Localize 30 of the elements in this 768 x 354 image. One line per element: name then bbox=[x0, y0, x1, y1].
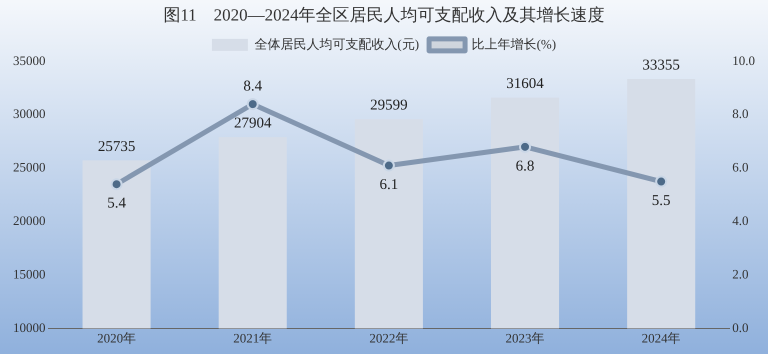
data-label: 6.8 bbox=[516, 158, 534, 174]
x-tick-label: 2022年 bbox=[369, 330, 408, 346]
y-tick-label: 35000 bbox=[13, 52, 46, 68]
y-tick-label: 25000 bbox=[13, 160, 46, 175]
y-tick-label: 20000 bbox=[13, 213, 46, 228]
legend-label: 全体居民人均可支配收入(元) bbox=[254, 36, 420, 52]
y2-tick-label: 6.0 bbox=[732, 160, 748, 175]
data-label: 5.4 bbox=[107, 196, 126, 212]
y-tick-label: 10000 bbox=[13, 320, 46, 335]
y2-tick-label: 2.0 bbox=[732, 266, 748, 282]
data-label: 8.4 bbox=[243, 78, 263, 95]
y2-tick-label: 8.0 bbox=[732, 106, 748, 122]
data-label: 27904 bbox=[234, 116, 272, 132]
x-tick-label: 2020年 bbox=[97, 330, 136, 346]
x-tick-label: 2024年 bbox=[642, 330, 681, 346]
data-label: 33355 bbox=[642, 57, 680, 74]
y2-tick-label: 0.0 bbox=[732, 320, 748, 335]
y2-tick-label: 4.0 bbox=[732, 213, 748, 228]
data-label: 5.5 bbox=[652, 192, 671, 209]
chart-title: 图11 2020—2024年全区居民人均可支配收入及其增长速度 bbox=[163, 6, 605, 25]
legend-label: 比上年增长(%) bbox=[472, 36, 556, 52]
data-label: 31604 bbox=[506, 76, 544, 92]
y2-tick-label: 10.0 bbox=[732, 52, 755, 68]
y-tick-label: 30000 bbox=[13, 106, 46, 122]
x-tick-label: 2021年 bbox=[233, 330, 272, 346]
data-label: 29599 bbox=[370, 98, 408, 114]
data-label: 6.1 bbox=[380, 176, 398, 193]
y-tick-label: 15000 bbox=[13, 266, 46, 282]
data-label: 25735 bbox=[98, 138, 136, 155]
x-tick-label: 2023年 bbox=[506, 330, 545, 346]
